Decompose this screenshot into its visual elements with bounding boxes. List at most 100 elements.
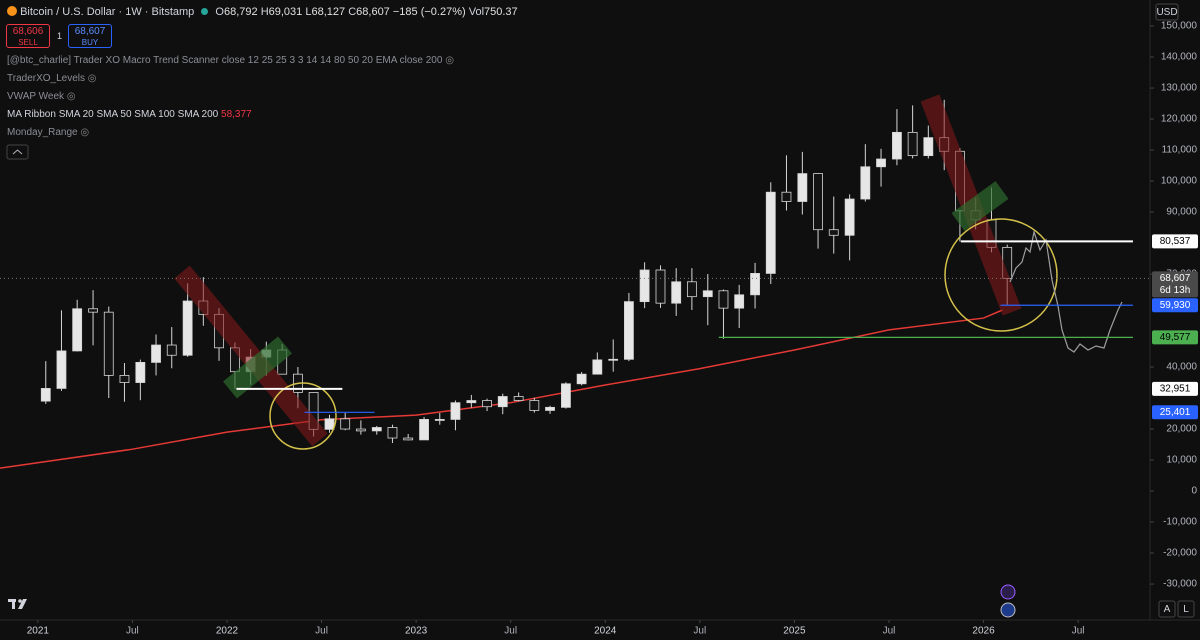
candle-body	[56, 350, 67, 389]
drawing-band	[951, 181, 1009, 231]
ohlc-label: C	[348, 6, 357, 18]
drawing-circle	[269, 382, 337, 450]
candle-body	[387, 427, 398, 439]
price-label: 32,951	[1160, 384, 1191, 395]
sma-line	[0, 309, 1003, 469]
indicator-name: VWAP Week	[7, 91, 65, 102]
symbol-title: Bitcoin / U.S. Dollar · 1W · Bitstamp	[20, 6, 195, 18]
candle-body	[561, 383, 571, 408]
indicator[interactable]: MA Ribbon SMA 20 SMA 50 SMA 100 SMA 200 …	[7, 109, 252, 120]
candle-body	[182, 300, 193, 356]
candle-body	[371, 427, 382, 432]
ohlc-label: O	[215, 6, 224, 18]
indicator-name: MA Ribbon SMA 20 SMA 50 SMA 100 SMA 200	[7, 109, 219, 120]
icon[interactable]	[1000, 584, 1016, 600]
candle-body	[671, 281, 682, 304]
x-tick-label: 2026	[972, 626, 995, 637]
candle-body	[702, 290, 713, 298]
candle-body	[434, 419, 445, 421]
ohlc-value: 68,607	[356, 6, 390, 18]
ohlc-value: 68,792	[223, 6, 258, 18]
candle-body	[88, 308, 98, 313]
scale-button[interactable]	[1177, 600, 1195, 618]
candle-body	[750, 273, 760, 296]
indicator-value: 58,377	[221, 109, 252, 120]
symbol-header: Bitcoin / U.S. Dollar · 1W · Bitstamp O6…	[7, 6, 518, 18]
collapse-button[interactable]	[6, 144, 29, 160]
indicator[interactable]: VWAP Week ◎	[7, 91, 76, 102]
collapse-icon	[12, 149, 23, 155]
logo-part	[18, 599, 27, 609]
x-tick-label: Jul	[883, 626, 896, 637]
scale-button-label: A	[1164, 604, 1171, 615]
volume-label: Vol	[468, 6, 485, 18]
ohlc-value: 69,031	[268, 6, 303, 18]
price-label: 25,401	[1160, 407, 1191, 418]
candle-body	[765, 191, 776, 274]
buy-label: BUY	[81, 38, 99, 47]
candle-body	[892, 131, 902, 160]
x-tick-label: 2022	[216, 626, 239, 637]
y-tick-label: 110,000	[1162, 145, 1198, 156]
candle-body	[734, 294, 745, 309]
candle-body	[497, 396, 508, 408]
indicator-name: [@btc_charlie] Trader XO Macro Trend Sca…	[7, 55, 443, 66]
y-tick-label: 120,000	[1161, 114, 1198, 125]
x-tick-label: Jul	[504, 626, 517, 637]
logo-part	[18, 599, 22, 603]
price-label-box	[1152, 381, 1198, 396]
indicator[interactable]: TraderXO_Levels ◎	[7, 73, 97, 84]
change: −185 (−0.27%)	[392, 6, 466, 18]
candle-body	[813, 173, 823, 231]
y-tick-label: 40,000	[1166, 362, 1197, 373]
candle-body	[923, 137, 934, 157]
candle-body	[686, 281, 697, 298]
price-label: 49,577	[1160, 332, 1191, 343]
buy-button[interactable]: 68,607 BUY	[68, 24, 112, 48]
indicator-name: TraderXO_Levels	[7, 73, 85, 84]
price-label-box	[1152, 234, 1198, 249]
candle-body	[513, 396, 524, 401]
candle-body	[828, 229, 839, 236]
drawing-band	[174, 265, 328, 447]
candle-body	[355, 428, 366, 432]
price-label: 59,930	[1160, 300, 1191, 311]
candle-body	[608, 358, 619, 361]
spread: 1	[57, 31, 63, 41]
price-label-box	[1152, 271, 1198, 298]
candle-body	[907, 131, 918, 157]
scale-button[interactable]	[1158, 600, 1176, 618]
drawings	[174, 94, 1123, 450]
volume-value: 750.37	[484, 6, 518, 18]
countdown: 6d 13h	[1160, 285, 1191, 296]
logo-part	[12, 599, 15, 609]
candle-body	[844, 198, 855, 236]
currency-button[interactable]	[1155, 3, 1179, 21]
currency-label: USD	[1156, 7, 1177, 18]
scale-button-label: L	[1183, 604, 1189, 615]
x-tick-label: Jul	[1072, 626, 1085, 637]
candle-body	[655, 269, 666, 304]
projection-path	[1009, 229, 1123, 353]
icon[interactable]	[1000, 602, 1016, 618]
status-dot	[201, 8, 209, 15]
y-tick-label: -10,000	[1163, 517, 1197, 528]
y-tick-label: 150,000	[1161, 21, 1198, 32]
indicator[interactable]: Monday_Range ◎	[7, 127, 90, 138]
price-label: 68,607	[1160, 273, 1191, 284]
x-tick-label: 2024	[594, 626, 617, 637]
candle-body	[166, 344, 177, 356]
sell-button[interactable]: 68,606 SELL	[6, 24, 50, 48]
candle-body	[340, 418, 351, 430]
x-tick-label: Jul	[693, 626, 706, 637]
price-axis	[1150, 0, 1200, 640]
sell-price: 68,606	[12, 26, 44, 37]
x-tick-label: Jul	[126, 626, 139, 637]
x-tick-label: 2025	[783, 626, 806, 637]
candle-body	[529, 400, 540, 411]
candle-body	[876, 158, 886, 168]
candle-body	[40, 388, 51, 402]
x-tick-label: Jul	[315, 626, 328, 637]
indicator[interactable]: [@btc_charlie] Trader XO Macro Trend Sca…	[7, 55, 454, 66]
